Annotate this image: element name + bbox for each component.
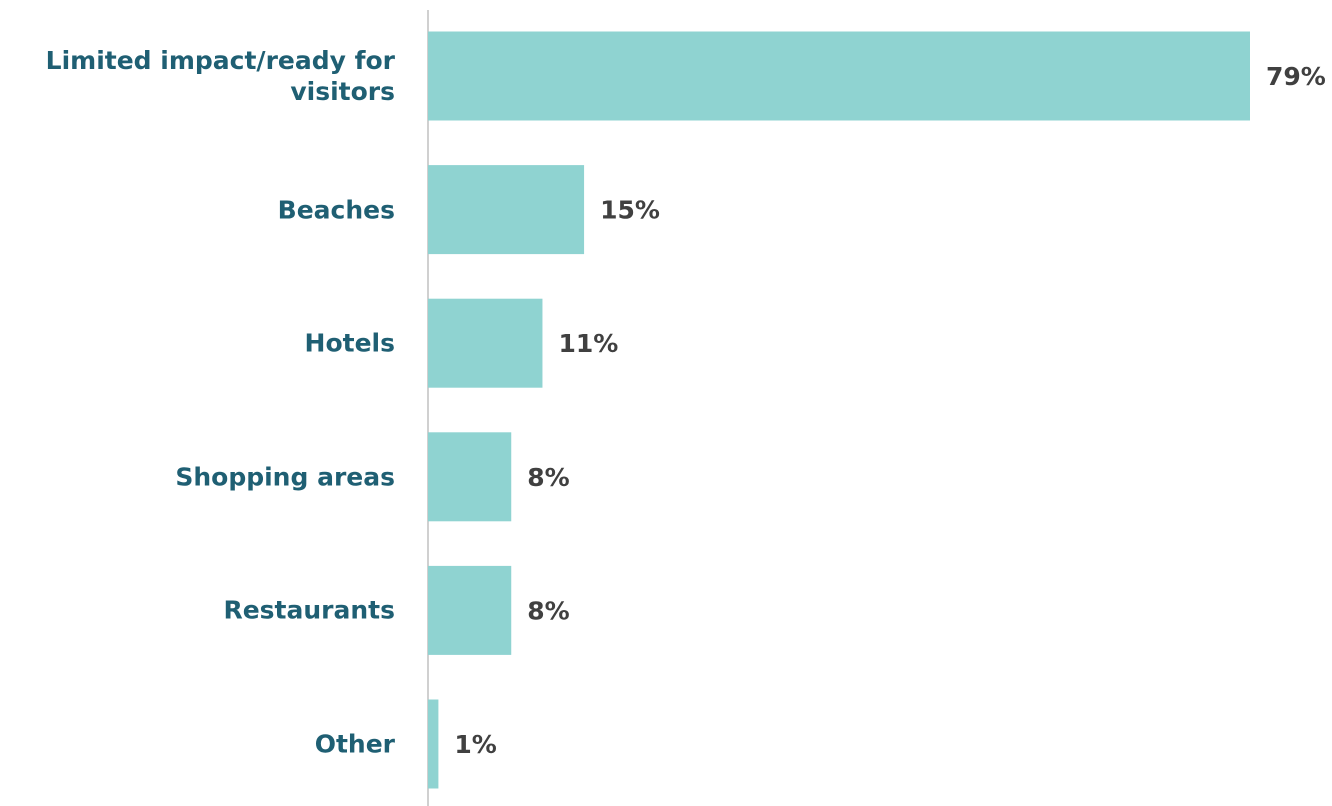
value-label: 8% <box>527 463 569 492</box>
bar <box>428 298 543 388</box>
category-label: Limited impact/ready for visitors <box>45 46 395 106</box>
value-label: 1% <box>454 730 496 759</box>
category-label: Shopping areas <box>175 462 395 492</box>
category-label: Other <box>314 729 395 759</box>
value-label: 8% <box>527 596 569 625</box>
value-label: 15% <box>600 196 660 225</box>
value-label: 11% <box>558 329 618 358</box>
category-label: Hotels <box>304 328 395 358</box>
bar <box>428 565 512 655</box>
bar <box>428 31 1250 121</box>
value-label: 79% <box>1266 62 1326 91</box>
bar <box>428 165 585 255</box>
bar <box>428 699 439 789</box>
bar <box>428 432 512 522</box>
category-label: Beaches <box>277 195 395 225</box>
category-label: Restaurants <box>223 595 395 625</box>
